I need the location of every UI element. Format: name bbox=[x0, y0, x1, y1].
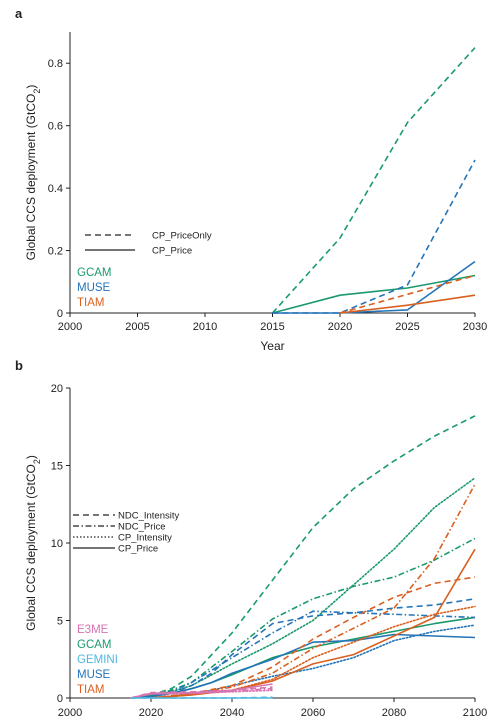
legend-label: CP_Intensity bbox=[118, 533, 172, 544]
series-line-tiam-cp-price bbox=[339, 294, 476, 314]
series-line-tiam-cp-price bbox=[150, 548, 476, 699]
y-tick-label: 0.4 bbox=[48, 183, 63, 195]
model-legend-label: TIAM bbox=[77, 297, 104, 309]
x-tick-label: 2060 bbox=[301, 707, 325, 719]
series-line-tiam-cp-priceonly bbox=[339, 274, 476, 314]
y-tick-label: 15 bbox=[51, 461, 63, 473]
x-tick-label: 2010 bbox=[193, 321, 217, 333]
y-axis-title: Global CCS deployment (GtCO2) bbox=[24, 455, 42, 631]
x-tick-label: 2000 bbox=[58, 707, 82, 719]
series-line-gcam-cp-price bbox=[272, 274, 476, 314]
series-line-muse-ndc-price bbox=[130, 610, 476, 699]
legend-label: CP_Price bbox=[152, 246, 192, 257]
x-tick-label: 2040 bbox=[220, 707, 244, 719]
y-tick-label: 0.8 bbox=[48, 58, 63, 70]
x-tick-label: 2000 bbox=[58, 321, 82, 333]
legend-label: NDC_Intensity bbox=[118, 511, 179, 522]
series-line-e3me-cp-price bbox=[130, 683, 273, 699]
y-tick-label: 0 bbox=[57, 308, 63, 320]
x-tick-label: 2005 bbox=[125, 321, 149, 333]
legend-label: NDC_Price bbox=[118, 522, 166, 533]
series-line-muse-cp-priceonly bbox=[272, 159, 476, 314]
model-legend-label: GCAM bbox=[77, 267, 112, 279]
series-line-gcam-ndc-price bbox=[130, 537, 476, 699]
series-line-muse-ndc-intensity bbox=[130, 598, 476, 699]
y-tick-label: 0 bbox=[57, 693, 63, 705]
x-axis-title: Year bbox=[260, 339, 284, 353]
series-line-gcam-cp-intensity bbox=[130, 477, 476, 699]
y-tick-label: 0.2 bbox=[48, 246, 63, 258]
y-tick-label: 10 bbox=[51, 538, 63, 550]
legend-label: CP_Price bbox=[118, 544, 158, 555]
x-tick-label: 2020 bbox=[139, 707, 163, 719]
x-tick-label: 2020 bbox=[328, 321, 352, 333]
series-line-muse-cp-price bbox=[130, 633, 476, 699]
series-line-gcam-ndc-intensity bbox=[130, 415, 476, 699]
legend-label: CP_PriceOnly bbox=[152, 231, 212, 242]
x-tick-label: 2100 bbox=[463, 707, 487, 719]
y-tick-label: 20 bbox=[51, 383, 63, 395]
model-legend-label: GEMINI bbox=[77, 654, 118, 666]
panel-label: b bbox=[15, 358, 23, 373]
model-legend-label: E3ME bbox=[77, 624, 109, 636]
x-tick-label: 2080 bbox=[382, 707, 406, 719]
panel-label: a bbox=[15, 6, 23, 21]
x-tick-label: 2025 bbox=[395, 321, 419, 333]
y-tick-label: 0.6 bbox=[48, 121, 63, 133]
x-tick-label: 2015 bbox=[260, 321, 284, 333]
model-legend-label: MUSE bbox=[77, 669, 111, 681]
model-legend-label: MUSE bbox=[77, 282, 111, 294]
model-legend-label: GCAM bbox=[77, 639, 112, 651]
series-line-gcam-cp-priceonly bbox=[271, 47, 476, 314]
y-tick-label: 5 bbox=[57, 616, 63, 628]
model-legend-label: TIAM bbox=[77, 684, 104, 696]
x-tick-label: 2030 bbox=[463, 321, 487, 333]
y-axis-title: Global CCS deployment (GtCO2) bbox=[24, 85, 42, 261]
